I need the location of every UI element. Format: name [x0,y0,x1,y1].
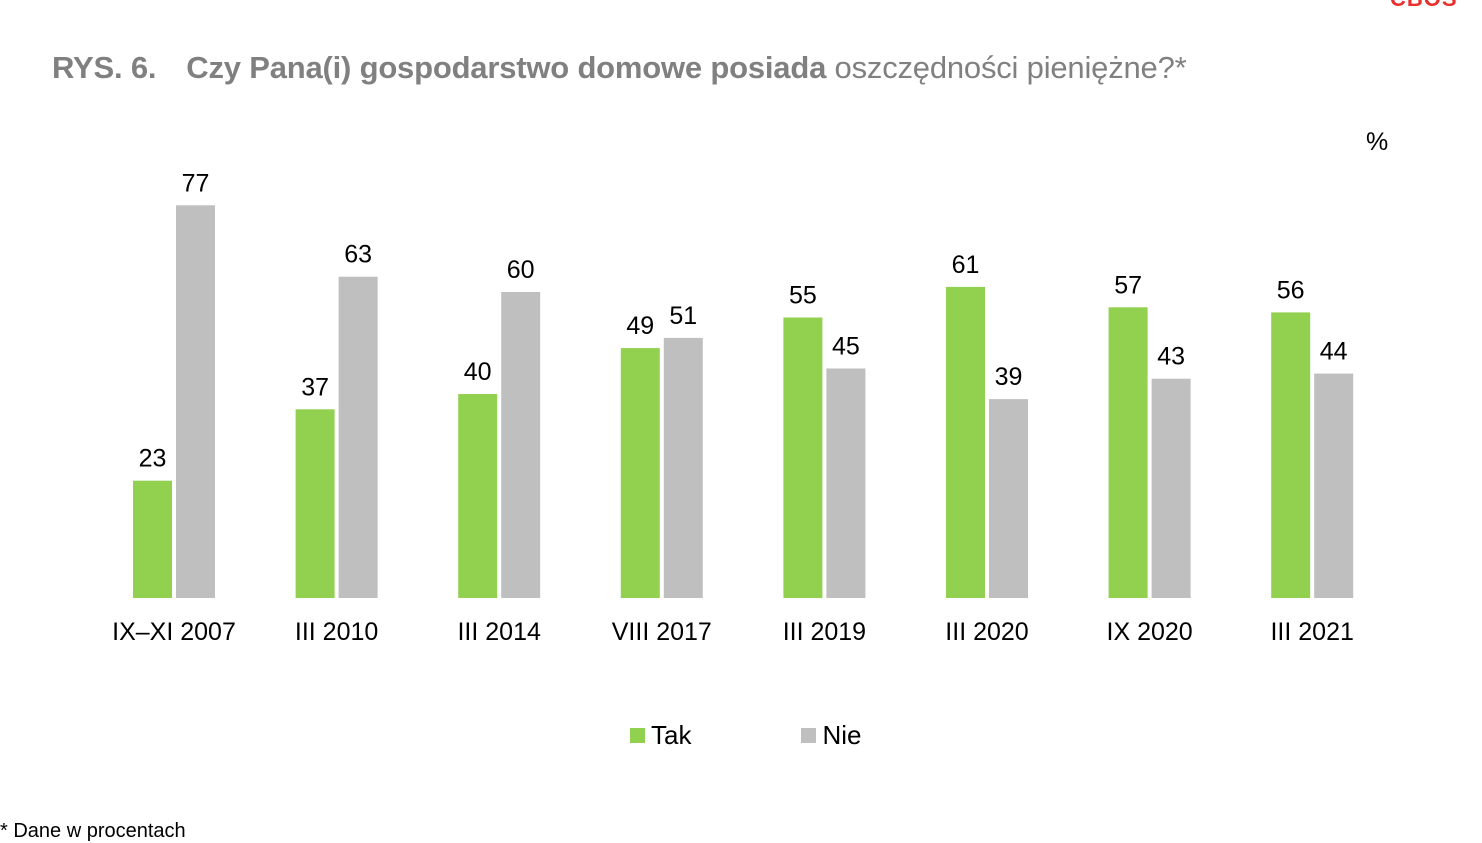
data-label-nie-4: 45 [832,333,860,361]
data-label-tak-2: 40 [464,358,492,386]
data-label-tak-7: 56 [1277,276,1305,304]
data-label-nie-0: 77 [182,169,210,197]
data-label-tak-4: 55 [789,282,817,310]
x-tick-label-0: IX–XI 2007 [112,618,236,646]
footnote: * Dane w procentach [0,820,186,842]
bar-nie-0 [176,205,215,599]
bar-nie-3 [663,337,703,598]
bar-tak-3 [620,348,660,598]
legend-item-nie: Nie [801,720,861,751]
unit-label: % [1366,128,1389,156]
x-tick-label-4: III 2019 [783,618,866,646]
x-tick-label-5: III 2020 [945,618,1028,646]
x-tick-label-7: III 2021 [1270,618,1353,646]
legend-label-tak: Tak [651,720,692,750]
bar-tak-6 [1108,307,1148,598]
data-label-nie-6: 43 [1157,343,1185,371]
legend-item-tak: Tak [630,720,691,751]
bar-chart: 23 77 IX–XI 2007 37 63 III 2010 40 60 III 2014 49… [112,169,1354,646]
bar-nie-2 [501,292,541,598]
bar-nie-4 [826,368,866,598]
data-label-tak-0: 23 [139,445,167,473]
bar-tak-0 [133,480,172,598]
bar-tak-1 [295,409,335,598]
legend: Tak Nie [630,720,861,751]
bar-nie-5 [989,399,1028,598]
data-label-nie-3: 51 [669,302,697,330]
bar-tak-5 [946,286,985,598]
data-label-nie-2: 60 [507,256,535,284]
data-label-tak-1: 37 [301,373,329,401]
legend-swatch-nie [801,728,817,743]
bar-tak-7 [1271,312,1311,598]
bar-nie-7 [1314,373,1354,598]
bar-tak-2 [458,394,498,598]
bar-tak-4 [783,317,823,598]
title-light-text: oszczędności pieniężne?* [834,50,1187,85]
data-label-tak-5: 61 [952,251,980,279]
x-tick-label-1: III 2010 [295,618,378,646]
figure-number: RYS. 6. [52,50,157,85]
data-label-nie-7: 44 [1320,338,1348,366]
x-tick-label-2: III 2014 [457,618,540,646]
data-label-nie-1: 63 [344,241,372,269]
brand-logo-text: CBOS [1390,0,1458,12]
chart-title: RYS. 6. Czy Pana(i) gospodarstwo domowe p… [52,50,1187,86]
legend-label-nie: Nie [822,720,862,750]
title-bold-text: Czy Pana(i) gospodarstwo domowe posiada [186,50,827,85]
x-tick-label-6: IX 2020 [1107,618,1193,646]
bar-nie-6 [1151,378,1191,598]
legend-swatch-tak [630,728,645,743]
x-tick-label-3: VIII 2017 [612,618,712,646]
data-label-tak-6: 57 [1114,271,1142,299]
data-label-tak-3: 49 [626,312,654,340]
data-label-nie-5: 39 [995,363,1023,391]
bar-nie-1 [338,276,378,598]
